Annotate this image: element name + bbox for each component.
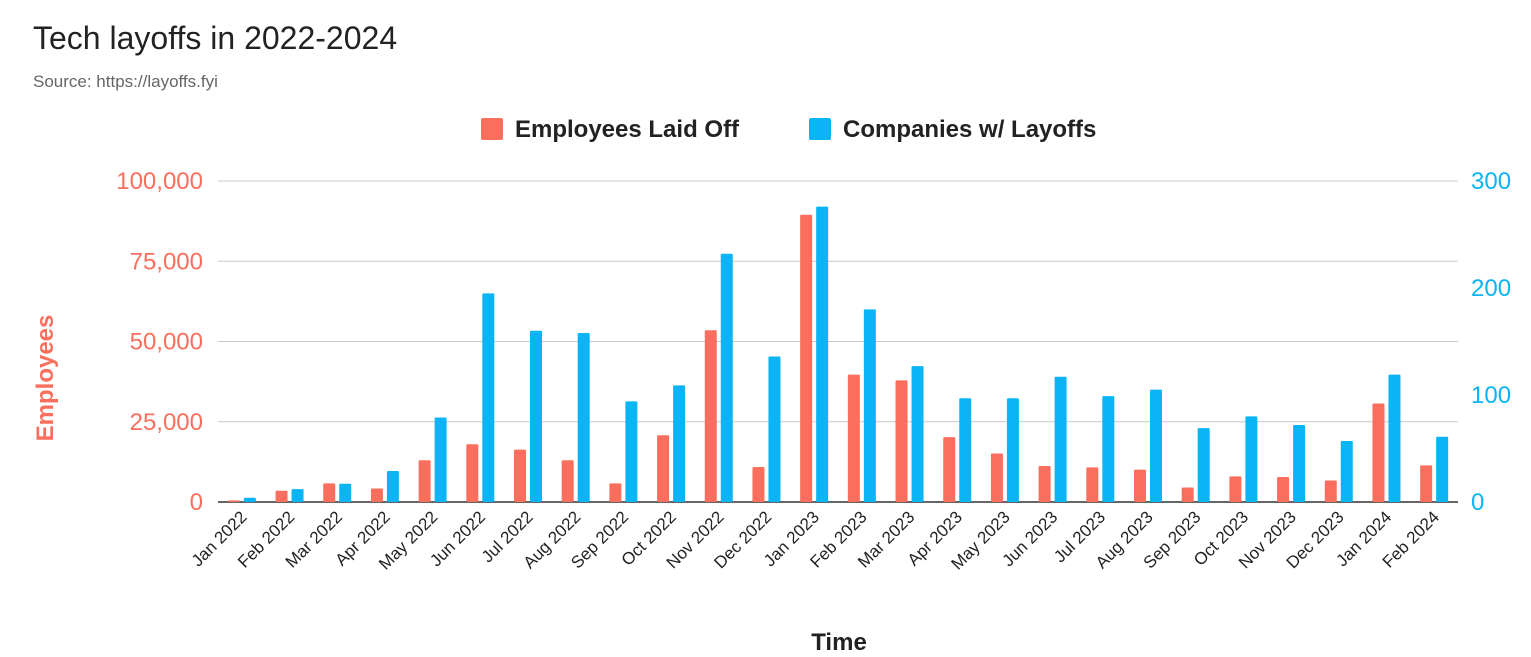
y-tick-label-right: 0: [1471, 489, 1484, 516]
bar-companies-with-layoffs: [339, 483, 352, 502]
bar-companies-with-layoffs: [863, 309, 876, 502]
bar-employees-laid-off: [227, 500, 240, 502]
bar-employees-laid-off: [609, 483, 622, 502]
bar-companies-with-layoffs: [530, 330, 542, 502]
bar-companies-with-layoffs: [816, 206, 829, 502]
bar-companies-with-layoffs: [386, 470, 399, 502]
bar-companies-with-layoffs: [1054, 376, 1067, 502]
bar-companies-with-layoffs: [243, 497, 256, 502]
bar-employees-laid-off: [990, 453, 1003, 502]
y-tick-label-left: 0: [190, 489, 203, 516]
bar-employees-laid-off: [275, 490, 288, 502]
left-axis: 0 25,000 50,000 75,000 100,000: [116, 168, 203, 516]
bar-employees-laid-off: [1038, 466, 1051, 502]
bar-employees-laid-off: [323, 483, 336, 502]
legend-label-employees: Employees Laid Off: [515, 116, 740, 143]
y-tick-label-left: 75,000: [130, 248, 203, 275]
bar-employees-laid-off: [847, 374, 860, 502]
y-axis-title-left: Employees: [32, 315, 59, 442]
gridlines: [218, 180, 1458, 503]
legend: Employees Laid Off Companies w/ Layoffs: [481, 116, 1096, 143]
bar-companies-with-layoffs: [959, 398, 972, 502]
bar-employees-laid-off: [514, 449, 526, 502]
bar-companies-with-layoffs: [1340, 441, 1353, 502]
bar-companies-with-layoffs: [1150, 389, 1162, 502]
bar-companies-with-layoffs: [1293, 424, 1306, 502]
chart-title: Tech layoffs in 2022-2024: [33, 20, 398, 56]
bar-employees-laid-off: [1181, 487, 1194, 502]
bar-employees-laid-off: [1134, 469, 1146, 502]
y-tick-label-right: 100: [1471, 382, 1511, 409]
bar-companies-with-layoffs: [1436, 436, 1449, 502]
bar-employees-laid-off: [752, 467, 765, 502]
bar-employees-laid-off: [1420, 465, 1433, 502]
bar-companies-with-layoffs: [720, 253, 733, 502]
y-tick-label-left: 50,000: [130, 329, 203, 356]
bar-companies-with-layoffs: [434, 417, 447, 502]
bar-employees-laid-off: [1324, 480, 1337, 502]
bar-employees-laid-off: [1372, 403, 1385, 502]
bar-companies-with-layoffs: [1102, 396, 1115, 502]
bar-companies-with-layoffs: [1006, 398, 1019, 502]
y-tick-label-right: 300: [1471, 168, 1511, 195]
bar-companies-with-layoffs: [577, 332, 590, 502]
legend-swatch-employees: [481, 118, 503, 140]
bar-companies-with-layoffs: [768, 356, 781, 502]
bar-employees-laid-off: [1229, 476, 1242, 502]
legend-label-companies: Companies w/ Layoffs: [843, 116, 1096, 143]
bar-employees-laid-off: [704, 330, 717, 502]
bar-employees-laid-off: [370, 488, 383, 502]
chart-subtitle: Source: https://layoffs.fyi: [33, 72, 218, 91]
bar-employees-laid-off: [800, 214, 813, 502]
bar-employees-laid-off: [466, 444, 479, 502]
bar-employees-laid-off: [943, 437, 956, 502]
bar-companies-with-layoffs: [291, 489, 304, 502]
bar-employees-laid-off: [1277, 476, 1290, 502]
legend-swatch-companies: [809, 118, 831, 140]
bar-employees-laid-off: [895, 380, 908, 502]
bar-companies-with-layoffs: [625, 401, 638, 502]
bar-employees-laid-off: [657, 435, 670, 502]
y-tick-label-left: 25,000: [130, 409, 203, 436]
x-axis-title: Time: [811, 629, 867, 656]
bar-companies-with-layoffs: [482, 293, 495, 502]
bar-employees-laid-off: [418, 460, 431, 502]
bar-companies-with-layoffs: [673, 385, 686, 502]
bar-companies-with-layoffs: [911, 366, 924, 502]
bar-employees-laid-off: [1086, 467, 1099, 502]
y-tick-label-right: 200: [1471, 275, 1511, 302]
right-axis: 0 100 200 300: [1471, 168, 1511, 516]
bar-companies-with-layoffs: [1388, 374, 1401, 502]
bars: [227, 206, 1449, 502]
bar-companies-with-layoffs: [1197, 428, 1210, 502]
bar-companies-with-layoffs: [1245, 416, 1258, 502]
bar-employees-laid-off: [561, 460, 574, 502]
y-tick-label-left: 100,000: [116, 168, 203, 195]
